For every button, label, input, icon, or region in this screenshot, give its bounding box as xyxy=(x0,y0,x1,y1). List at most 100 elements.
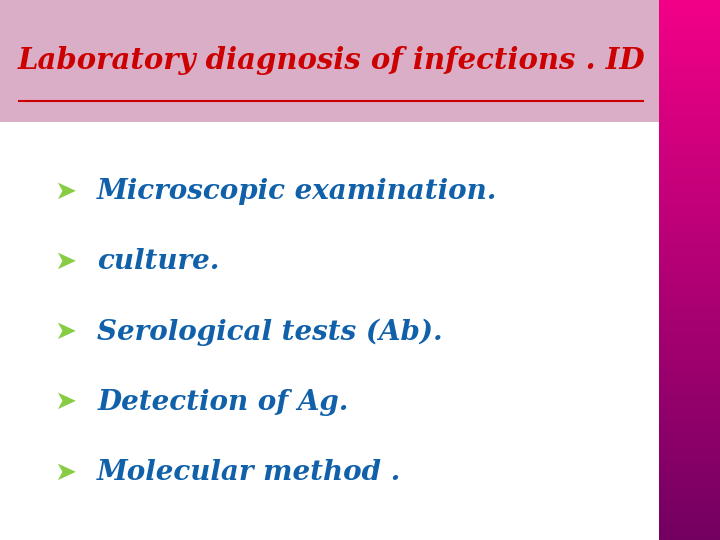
Bar xyxy=(659,380,720,382)
Bar xyxy=(659,45,720,47)
Bar xyxy=(659,236,720,238)
Bar xyxy=(659,533,720,535)
Bar xyxy=(659,115,720,117)
Bar xyxy=(659,409,720,410)
Bar xyxy=(659,266,720,268)
Bar xyxy=(659,374,720,376)
Bar xyxy=(659,86,720,88)
Bar xyxy=(659,7,720,9)
Bar xyxy=(659,452,720,454)
Bar xyxy=(659,443,720,444)
Bar xyxy=(659,63,720,65)
Bar xyxy=(659,12,720,15)
Bar xyxy=(659,362,720,363)
Bar xyxy=(659,344,720,346)
Bar xyxy=(659,477,720,479)
Bar xyxy=(659,140,720,142)
Bar xyxy=(659,308,720,309)
Bar xyxy=(659,162,720,164)
Bar xyxy=(659,61,720,63)
Bar xyxy=(659,76,720,77)
Bar xyxy=(659,247,720,248)
Bar xyxy=(659,437,720,439)
Bar xyxy=(659,153,720,155)
Bar xyxy=(659,5,720,7)
Bar xyxy=(659,131,720,133)
Bar xyxy=(659,495,720,497)
Bar xyxy=(659,407,720,409)
Bar xyxy=(659,471,720,474)
Bar xyxy=(659,225,720,227)
Bar xyxy=(659,282,720,285)
Bar xyxy=(659,254,720,255)
Bar xyxy=(659,288,720,290)
Bar xyxy=(659,252,720,254)
Bar xyxy=(659,104,720,106)
Bar xyxy=(659,110,720,112)
Bar xyxy=(659,263,720,265)
Bar xyxy=(659,277,720,279)
Bar xyxy=(659,69,720,70)
Text: Microscopic examination.: Microscopic examination. xyxy=(97,178,498,205)
Bar xyxy=(659,450,720,452)
Bar xyxy=(659,146,720,147)
Text: ➤: ➤ xyxy=(54,389,76,415)
Bar xyxy=(659,196,720,198)
Bar xyxy=(659,455,720,457)
Bar xyxy=(659,155,720,157)
Bar xyxy=(659,36,720,38)
Bar xyxy=(659,304,720,306)
Bar xyxy=(659,182,720,184)
Bar xyxy=(659,299,720,301)
Bar xyxy=(659,270,720,272)
Bar xyxy=(659,501,720,502)
Bar xyxy=(659,88,720,90)
Bar xyxy=(659,205,720,207)
Bar xyxy=(659,355,720,356)
Bar xyxy=(659,201,720,204)
Bar xyxy=(659,184,720,185)
Bar xyxy=(659,32,720,34)
Bar xyxy=(659,70,720,72)
Text: ➤: ➤ xyxy=(54,249,76,275)
Bar xyxy=(659,336,720,339)
Bar xyxy=(659,484,720,486)
Bar xyxy=(659,173,720,174)
Bar xyxy=(659,113,720,115)
Bar xyxy=(659,241,720,243)
Bar xyxy=(659,178,720,180)
Text: ➤: ➤ xyxy=(54,460,76,485)
Bar xyxy=(659,137,720,139)
Bar xyxy=(659,259,720,261)
Bar xyxy=(659,108,720,110)
Bar xyxy=(659,504,720,506)
Bar xyxy=(659,248,720,250)
Bar xyxy=(659,339,720,340)
Bar xyxy=(659,378,720,380)
Bar xyxy=(659,358,720,360)
Bar xyxy=(659,164,720,166)
Bar xyxy=(659,238,720,239)
Bar xyxy=(659,396,720,398)
Bar xyxy=(659,333,720,335)
Bar xyxy=(659,315,720,317)
Bar xyxy=(659,319,720,320)
Bar xyxy=(659,464,720,466)
Bar xyxy=(659,212,720,214)
Bar xyxy=(659,171,720,173)
Bar xyxy=(659,400,720,401)
Bar xyxy=(659,444,720,447)
Text: Molecular method .: Molecular method . xyxy=(97,459,402,486)
Bar xyxy=(659,123,720,124)
Bar xyxy=(659,31,720,32)
Bar xyxy=(659,459,720,461)
Bar xyxy=(659,255,720,258)
Bar xyxy=(659,360,720,362)
Bar xyxy=(659,11,720,12)
Bar xyxy=(659,56,720,58)
Bar xyxy=(659,209,720,211)
Bar xyxy=(659,189,720,191)
Bar xyxy=(659,250,720,252)
Bar xyxy=(659,150,720,151)
Bar xyxy=(659,491,720,493)
